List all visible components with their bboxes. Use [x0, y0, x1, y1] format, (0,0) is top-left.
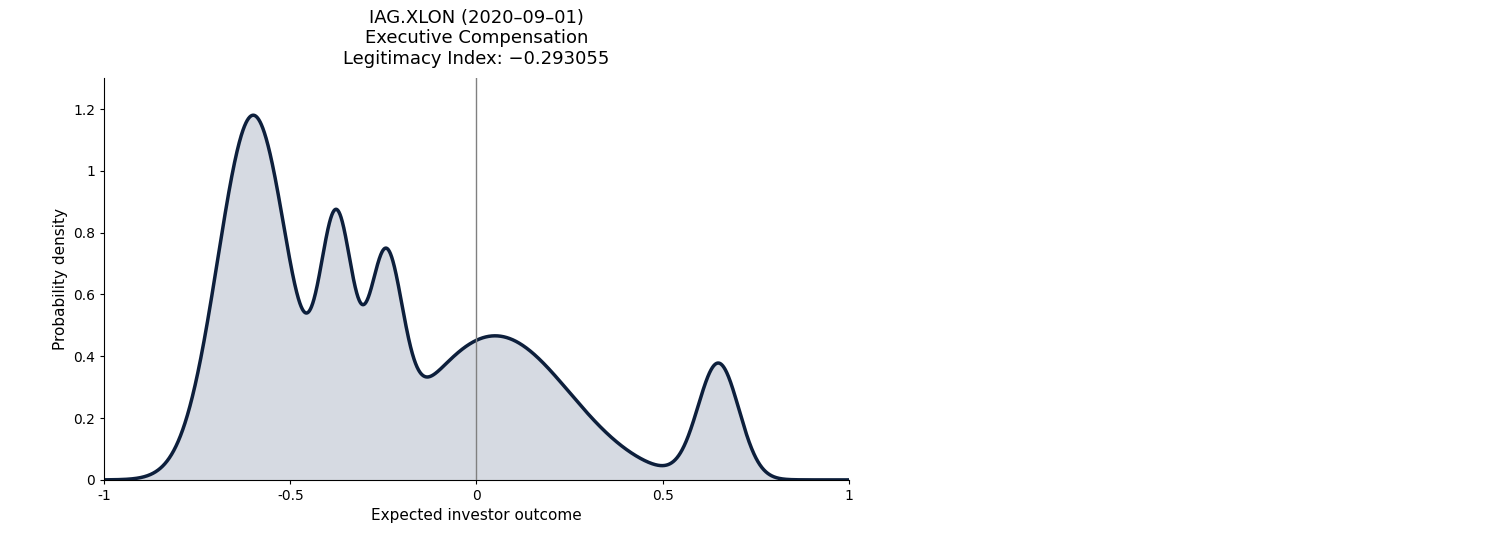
Y-axis label: Probability density: Probability density — [52, 208, 67, 350]
X-axis label: Expected investor outcome: Expected investor outcome — [371, 508, 582, 523]
Title: IAG.XLON (2020–09–01)
Executive Compensation
Legitimacy Index: −0.293055: IAG.XLON (2020–09–01) Executive Compensa… — [344, 8, 609, 68]
